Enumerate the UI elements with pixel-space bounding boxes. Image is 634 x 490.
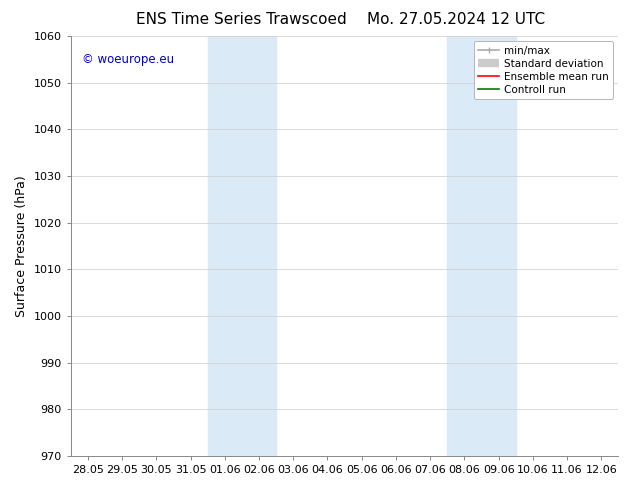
Text: Mo. 27.05.2024 12 UTC: Mo. 27.05.2024 12 UTC: [368, 12, 545, 27]
Bar: [448, 36, 516, 456]
Y-axis label: Surface Pressure (hPa): Surface Pressure (hPa): [15, 175, 28, 317]
Bar: [208, 36, 276, 456]
Text: © woeurope.eu: © woeurope.eu: [82, 53, 174, 66]
Legend: min/max, Standard deviation, Ensemble mean run, Controll run: min/max, Standard deviation, Ensemble me…: [474, 41, 613, 99]
Text: ENS Time Series Trawscoed: ENS Time Series Trawscoed: [136, 12, 346, 27]
